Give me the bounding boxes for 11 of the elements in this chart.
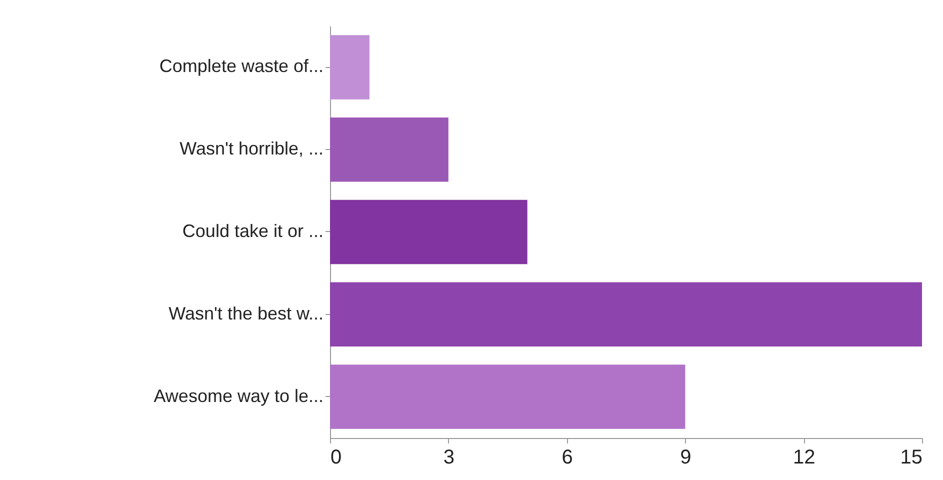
y-tick-label: Could take it or ... <box>182 221 324 241</box>
x-tick-label: 9 <box>680 446 692 468</box>
y-tick-label: Complete waste of... <box>159 56 324 76</box>
x-tick-label: 6 <box>562 446 573 468</box>
y-tick-label: Awesome way to le... <box>154 386 324 406</box>
x-tick-label: 15 <box>900 446 922 468</box>
y-tick-label: Wasn't the best w... <box>168 303 324 324</box>
y-tick-label: Wasn't horrible, ... <box>180 138 324 159</box>
x-tick-label: 12 <box>792 446 816 468</box>
x-tick-label: 0 <box>330 446 342 468</box>
x-tick-label: 3 <box>443 446 454 468</box>
